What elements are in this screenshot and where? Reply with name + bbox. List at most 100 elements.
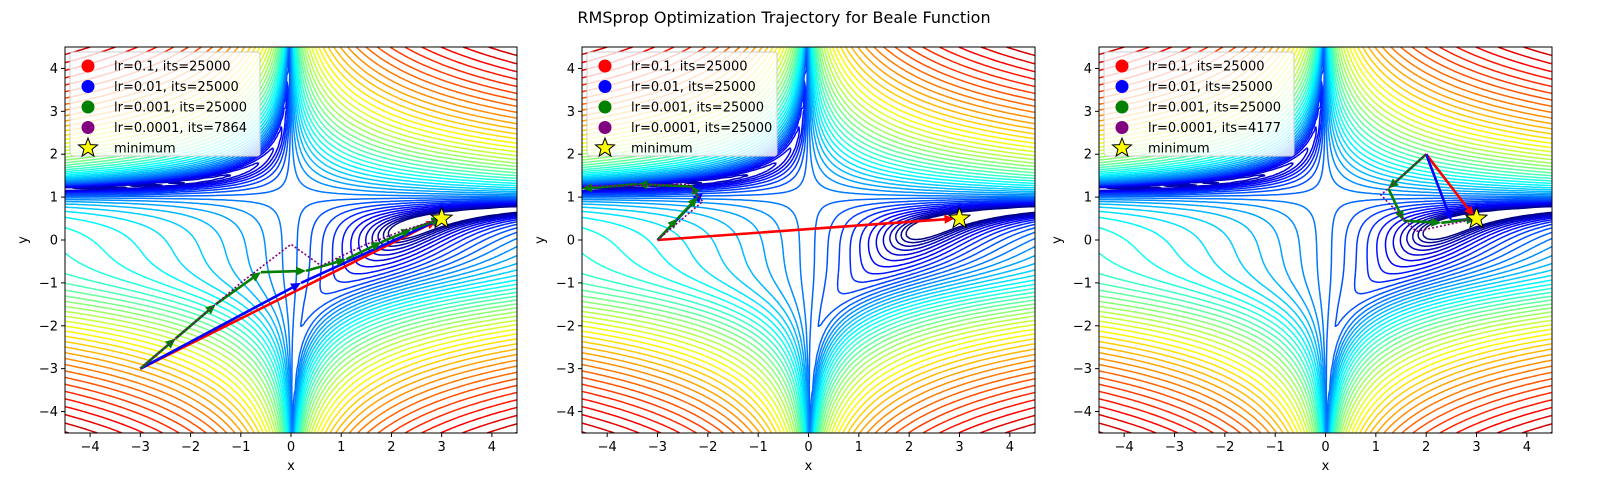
legend-marker	[1115, 121, 1129, 134]
y-tick-label: −2	[39, 319, 58, 334]
trajectory-arrow-head	[335, 257, 347, 267]
trajectory-arrow-shaft	[139, 224, 429, 370]
y-tick-label: 3	[50, 105, 58, 120]
y-tick-label: −3	[39, 362, 58, 377]
trajectory-arrow-head	[250, 272, 261, 282]
y-tick-label: 2	[1084, 148, 1092, 163]
contour-line	[1099, 47, 1552, 433]
legend-marker	[598, 80, 612, 93]
contour-line	[65, 47, 517, 433]
legend-marker	[81, 80, 95, 93]
y-tick-label: −3	[1073, 362, 1092, 377]
y-tick-label: −4	[39, 405, 58, 420]
legend-box	[69, 51, 261, 157]
x-tick-label: −4	[81, 440, 100, 455]
legend-marker	[81, 121, 95, 134]
legend-marker	[598, 100, 612, 114]
trajectory-arrow-head	[692, 192, 703, 204]
y-tick-label: −3	[556, 362, 575, 377]
trajectory-arrow-head	[370, 242, 382, 251]
x-tick-label: 4	[1006, 440, 1014, 455]
x-tick-label: −3	[648, 440, 667, 455]
trajectory-arrow-shaft	[139, 344, 169, 370]
legend: lr=0.1, its=25000 lr=0.01, its=25000 lr=0.…	[69, 51, 261, 158]
x-tick-label: −2	[181, 440, 200, 455]
figure-title: RMSprop Optimization Trajectory for Beal…	[577, 8, 990, 27]
y-tick-label: −4	[1073, 405, 1092, 420]
trajectory-arrow-shaft	[1425, 153, 1469, 210]
contour-line	[582, 47, 1035, 433]
subplot-1: −4 −3 −2 −1 0 1 2 3 4 −4 −3 −2 −1 0 1 2 3 4 x y lr=0.1, its=…	[16, 46, 518, 474]
trajectory-arrow-head	[637, 180, 648, 190]
legend-label: minimum	[114, 142, 176, 157]
legend-marker	[598, 121, 612, 134]
x-tick-label: 1	[1372, 440, 1380, 455]
trajectory-arrow-head	[1431, 217, 1442, 227]
legend-label: lr=0.1, its=25000	[114, 60, 231, 75]
legend-box	[586, 51, 778, 157]
legend-label: lr=0.0001, its=7864	[114, 121, 247, 136]
y-tick-label: 0	[1084, 234, 1092, 249]
trajectory-arrow-shaft	[214, 276, 254, 306]
trajectory-3	[139, 217, 442, 370]
x-axis-label: x	[1322, 459, 1330, 474]
legend-box	[1103, 51, 1295, 157]
contour-line	[1099, 47, 1552, 433]
trajectory-arrow-shaft	[657, 217, 945, 242]
trajectory-arrow-shaft	[1424, 153, 1450, 212]
x-tick-label: 2	[905, 440, 913, 455]
x-tick-label: 1	[337, 440, 345, 455]
contour-line	[65, 47, 517, 295]
y-tick-label: −2	[556, 319, 575, 334]
x-tick-label: 2	[387, 440, 395, 455]
x-tick-label: −2	[698, 440, 717, 455]
contour-line	[582, 47, 1035, 433]
minimum-marker	[429, 206, 454, 229]
x-tick-label: −1	[749, 440, 768, 455]
legend-label: lr=0.001, its=25000	[631, 101, 764, 116]
trajectories	[1379, 153, 1478, 233]
trajectories	[139, 215, 442, 370]
contour-line	[65, 47, 517, 433]
trajectory-arrow-shaft	[139, 286, 293, 370]
legend-label: lr=0.001, its=25000	[114, 101, 247, 116]
y-tick-label: 0	[50, 234, 58, 249]
x-axis-label: x	[805, 459, 813, 474]
y-tick-label: −4	[556, 405, 575, 420]
y-tick-label: −1	[1073, 276, 1092, 291]
y-tick-label: 1	[1084, 191, 1092, 206]
legend: lr=0.1, its=25000 lr=0.01, its=25000 lr=0.…	[1103, 51, 1295, 158]
x-tick-label: −4	[1115, 440, 1134, 455]
x-tick-label: 4	[488, 440, 496, 455]
y-tick-label: 2	[567, 148, 575, 163]
x-tick-label: 3	[955, 440, 963, 455]
trajectory-arrow-shaft	[656, 224, 672, 241]
trajectory-arrow-head	[667, 218, 678, 229]
y-tick-label: 4	[1084, 62, 1092, 77]
x-tick-label: 0	[287, 440, 295, 455]
legend-label: lr=0.0001, its=4177	[1148, 121, 1281, 136]
trajectory-arrow-head	[290, 282, 302, 292]
legend-marker	[1115, 100, 1129, 114]
legend-label: lr=0.1, its=25000	[631, 60, 748, 75]
trajectory-arrow-head	[687, 197, 698, 208]
x-tick-label: 0	[1321, 440, 1329, 455]
legend-marker	[81, 100, 95, 114]
x-tick-label: −1	[1266, 440, 1285, 455]
legend-label: lr=0.01, its=25000	[114, 80, 239, 95]
contour-line	[1099, 47, 1552, 433]
x-axis-label: x	[287, 459, 295, 474]
trajectory-4	[139, 217, 442, 370]
subplot-2: −4 −3 −2 −1 0 1 2 3 4 −4 −3 −2 −1 0 1 2 3 4 x y lr=0.1, its=…	[533, 46, 1036, 474]
x-tick-label: −3	[1165, 440, 1184, 455]
trajectory-arrow-shaft	[260, 269, 297, 274]
trajectory-arrow-shaft	[1441, 218, 1467, 225]
trajectory-arrow-shaft	[300, 221, 434, 285]
y-axis-label: y	[533, 236, 548, 244]
legend-marker	[1115, 59, 1129, 73]
trajectory-4	[582, 183, 704, 241]
trajectory-arrow-head	[691, 186, 700, 195]
trajectory-arrow-head	[295, 266, 307, 276]
subplot-3: −4 −3 −2 −1 0 1 2 3 4 −4 −3 −2 −1 0 1 2 3 4 x y lr=0.1, its=…	[1050, 46, 1553, 474]
contour-line	[65, 47, 517, 283]
